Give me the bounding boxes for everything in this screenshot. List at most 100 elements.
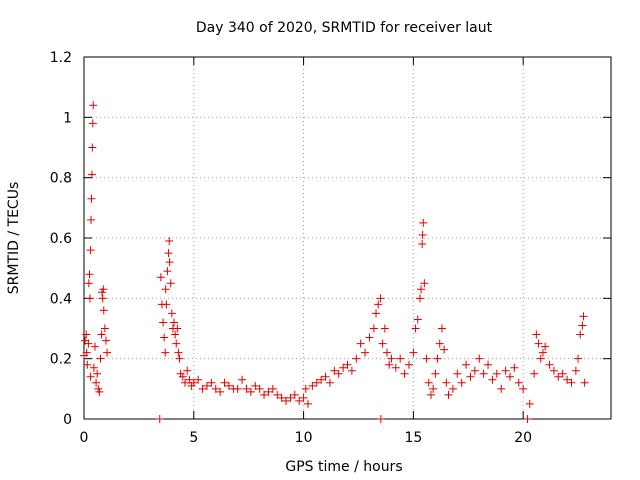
x-tick-label: 20 <box>514 430 532 446</box>
data-point <box>246 387 255 396</box>
data-point <box>194 375 203 384</box>
data-point <box>85 270 94 279</box>
data-point <box>181 378 190 387</box>
data-point <box>563 375 572 384</box>
data-point <box>174 348 183 357</box>
data-point <box>163 267 172 276</box>
data-point <box>242 384 251 393</box>
data-point <box>497 384 506 393</box>
data-point <box>426 390 435 399</box>
data-point <box>576 330 585 339</box>
data-point <box>207 378 216 387</box>
data-point <box>268 384 277 393</box>
data-point <box>492 369 501 378</box>
data-point <box>387 354 396 363</box>
data-point <box>422 354 431 363</box>
data-point <box>216 387 225 396</box>
data-point <box>173 324 182 333</box>
x-tick-label: 0 <box>80 430 89 446</box>
y-tick-label: 0.8 <box>50 171 72 187</box>
data-point <box>170 318 179 327</box>
data-point <box>183 366 192 375</box>
data-point <box>220 378 229 387</box>
data-point <box>558 369 567 378</box>
data-point <box>321 372 330 381</box>
data-point <box>303 399 312 408</box>
data-point <box>538 348 547 357</box>
data-point <box>505 372 514 381</box>
data-point <box>164 249 173 258</box>
data-point <box>365 333 374 342</box>
data-point <box>541 342 550 351</box>
data-point <box>83 360 92 369</box>
data-point <box>462 360 471 369</box>
data-point <box>479 369 488 378</box>
data-point <box>175 354 184 363</box>
data-point <box>343 360 352 369</box>
data-point <box>317 375 326 384</box>
data-point <box>155 415 164 423</box>
data-point <box>87 194 96 203</box>
axis-ticks: 0 0.2 0.4 0.6 0.8 1 1.2 0 5 10 15 20 <box>50 50 611 446</box>
data-point <box>96 354 105 363</box>
data-point <box>419 218 428 227</box>
data-point <box>514 378 523 387</box>
data-point <box>260 390 269 399</box>
y-tick-label: 0 <box>63 412 72 428</box>
data-point <box>523 415 532 423</box>
data-point <box>171 330 180 339</box>
data-point <box>264 387 273 396</box>
data-point <box>103 348 112 357</box>
data-point <box>295 396 304 405</box>
data-point <box>579 312 588 321</box>
data-point <box>90 342 99 351</box>
data-point <box>299 393 308 402</box>
data-point <box>88 143 97 152</box>
data-point <box>380 324 389 333</box>
data-point <box>165 258 174 267</box>
data-point <box>156 273 165 282</box>
data-point <box>545 360 554 369</box>
data-point <box>325 378 334 387</box>
data-point <box>93 369 102 378</box>
data-point <box>534 339 543 348</box>
data-point <box>549 366 558 375</box>
data-point <box>580 378 589 387</box>
data-point <box>376 415 385 423</box>
data-point <box>470 366 479 375</box>
data-point <box>312 378 321 387</box>
data-point <box>431 369 440 378</box>
data-point <box>369 324 378 333</box>
data-point <box>277 393 286 402</box>
x-tick-label: 10 <box>295 430 313 446</box>
data-point <box>161 348 170 357</box>
data-point <box>409 348 418 357</box>
data-point <box>202 381 211 390</box>
data-point <box>532 330 541 339</box>
data-point <box>166 279 175 288</box>
data-point <box>86 372 95 381</box>
data-point <box>501 366 510 375</box>
data-point <box>411 324 420 333</box>
data-point <box>525 399 534 408</box>
data-point <box>301 384 310 393</box>
data-point <box>89 363 98 372</box>
data-point <box>356 339 365 348</box>
data-point <box>84 279 93 288</box>
data-point <box>385 360 394 369</box>
data-point <box>86 246 95 255</box>
data-point <box>466 372 475 381</box>
data-point <box>374 300 383 309</box>
data-point <box>378 339 387 348</box>
data-point <box>178 372 187 381</box>
data-point <box>198 384 207 393</box>
data-point <box>578 321 587 330</box>
data-point <box>391 363 400 372</box>
data-point <box>415 294 424 303</box>
data-point <box>475 354 484 363</box>
data-point <box>85 294 94 303</box>
data-point <box>519 384 528 393</box>
data-point <box>418 240 427 249</box>
data-point <box>89 101 98 110</box>
